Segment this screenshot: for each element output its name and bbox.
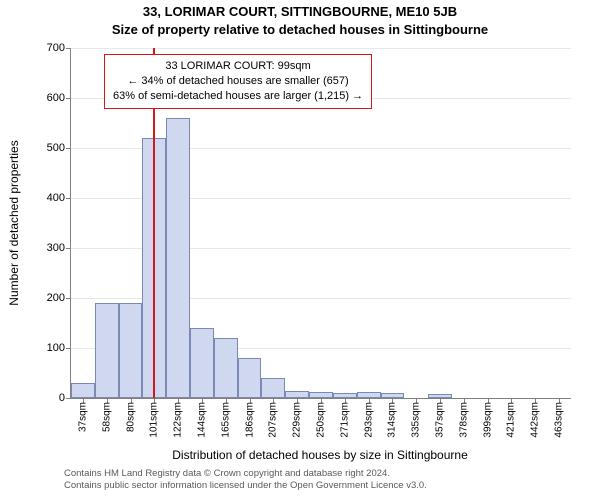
annotation-line3: 63% of semi-detached houses are larger (…	[113, 89, 363, 104]
annotation-line1: 33 LORIMAR COURT: 99sqm	[113, 59, 363, 74]
y-tick-label: 600	[47, 92, 65, 104]
y-tick-mark	[66, 198, 71, 199]
x-tick-label: 144sqm	[196, 402, 207, 438]
annotation-line2: ← 34% of detached houses are smaller (65…	[113, 74, 363, 89]
y-tick-mark	[66, 398, 71, 399]
attribution-line2: Contains public sector information licen…	[64, 480, 427, 492]
y-tick-label: 700	[47, 42, 65, 54]
y-axis-label: Number of detached properties	[7, 140, 21, 305]
x-tick-label: 250sqm	[316, 402, 327, 438]
y-tick-label: 0	[59, 392, 65, 404]
chart-container: 33, LORIMAR COURT, SITTINGBOURNE, ME10 5…	[0, 0, 600, 500]
y-tick-mark	[66, 348, 71, 349]
x-tick-label: 463sqm	[554, 402, 565, 438]
attribution: Contains HM Land Registry data © Crown c…	[64, 468, 427, 493]
grid-line	[71, 48, 571, 49]
x-tick-label: 58sqm	[101, 402, 112, 432]
y-tick-mark	[66, 98, 71, 99]
x-tick-label: 37sqm	[77, 402, 88, 432]
histogram-bar	[214, 338, 238, 398]
x-tick-label: 442sqm	[530, 402, 541, 438]
histogram-bar	[261, 378, 285, 398]
y-tick-label: 400	[47, 192, 65, 204]
y-tick-mark	[66, 48, 71, 49]
attribution-line1: Contains HM Land Registry data © Crown c…	[64, 468, 427, 480]
x-tick-label: 186sqm	[244, 402, 255, 438]
x-tick-label: 378sqm	[458, 402, 469, 438]
y-tick-label: 100	[47, 342, 65, 354]
x-tick-label: 399sqm	[482, 402, 493, 438]
x-tick-label: 229sqm	[292, 402, 303, 438]
histogram-bar	[285, 391, 309, 399]
y-tick-label: 500	[47, 142, 65, 154]
annotation-box: 33 LORIMAR COURT: 99sqm ← 34% of detache…	[104, 54, 372, 109]
histogram-bar	[166, 118, 190, 398]
y-tick-label: 200	[47, 292, 65, 304]
x-tick-label: 293sqm	[363, 402, 374, 438]
histogram-bar	[190, 328, 214, 398]
y-tick-mark	[66, 298, 71, 299]
title-line2: Size of property relative to detached ho…	[0, 22, 600, 37]
histogram-bar	[71, 383, 95, 398]
x-tick-label: 80sqm	[125, 402, 136, 432]
y-tick-mark	[66, 248, 71, 249]
x-tick-label: 101sqm	[149, 402, 160, 438]
x-tick-label: 207sqm	[268, 402, 279, 438]
x-tick-label: 271sqm	[339, 402, 350, 438]
x-tick-label: 122sqm	[173, 402, 184, 438]
x-tick-label: 314sqm	[387, 402, 398, 438]
x-tick-label: 357sqm	[435, 402, 446, 438]
histogram-bar	[119, 303, 143, 398]
x-tick-label: 335sqm	[411, 402, 422, 438]
x-tick-label: 421sqm	[506, 402, 517, 438]
histogram-bar	[238, 358, 262, 398]
y-tick-mark	[66, 148, 71, 149]
histogram-bar	[95, 303, 119, 398]
x-tick-label: 165sqm	[220, 402, 231, 438]
y-tick-label: 300	[47, 242, 65, 254]
x-axis-label: Distribution of detached houses by size …	[70, 448, 570, 462]
title-line1: 33, LORIMAR COURT, SITTINGBOURNE, ME10 5…	[0, 4, 600, 19]
